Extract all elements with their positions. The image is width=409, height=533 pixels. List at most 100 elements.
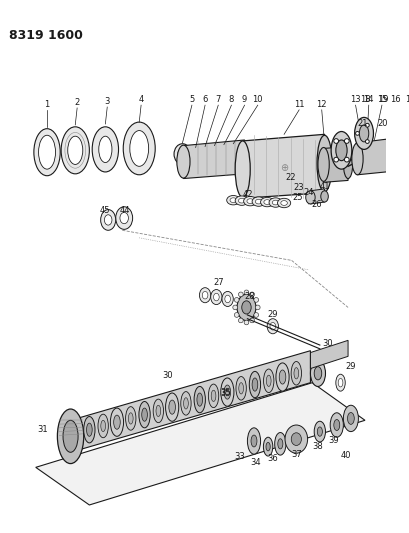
Circle shape <box>249 318 254 323</box>
Circle shape <box>344 157 348 162</box>
Text: 37: 37 <box>290 450 301 459</box>
Ellipse shape <box>230 152 235 161</box>
Text: 28: 28 <box>243 292 254 301</box>
Text: 35: 35 <box>220 387 231 397</box>
Text: 11: 11 <box>293 100 303 109</box>
Text: ⊕: ⊕ <box>279 163 288 173</box>
Ellipse shape <box>330 132 351 169</box>
Ellipse shape <box>274 433 285 455</box>
Ellipse shape <box>376 143 384 161</box>
Ellipse shape <box>241 301 251 314</box>
Ellipse shape <box>223 385 230 399</box>
Ellipse shape <box>249 372 260 398</box>
Ellipse shape <box>263 200 270 205</box>
Ellipse shape <box>63 421 78 453</box>
Ellipse shape <box>113 415 120 429</box>
Text: 14: 14 <box>363 95 373 104</box>
Ellipse shape <box>252 197 265 206</box>
Text: 10: 10 <box>252 95 262 104</box>
Ellipse shape <box>371 144 376 161</box>
Ellipse shape <box>313 367 321 380</box>
Ellipse shape <box>208 384 218 408</box>
Ellipse shape <box>267 319 278 334</box>
Text: 8: 8 <box>228 95 234 104</box>
Circle shape <box>355 132 358 135</box>
Ellipse shape <box>236 376 246 400</box>
Ellipse shape <box>99 136 112 163</box>
Text: 8319 1600: 8319 1600 <box>9 29 83 42</box>
Text: 9: 9 <box>241 95 247 104</box>
Ellipse shape <box>101 209 115 230</box>
Text: 33: 33 <box>234 451 245 461</box>
Ellipse shape <box>213 293 219 301</box>
Text: 16: 16 <box>389 95 400 104</box>
Ellipse shape <box>128 413 133 424</box>
Ellipse shape <box>305 191 315 204</box>
Text: 24: 24 <box>303 188 313 197</box>
Ellipse shape <box>389 140 400 172</box>
Text: 5: 5 <box>189 95 194 104</box>
Ellipse shape <box>229 198 236 203</box>
Ellipse shape <box>61 127 89 174</box>
Ellipse shape <box>237 141 251 174</box>
Circle shape <box>243 320 248 325</box>
Ellipse shape <box>316 135 331 192</box>
Ellipse shape <box>246 199 253 204</box>
Ellipse shape <box>101 421 105 432</box>
Text: 12: 12 <box>316 100 326 109</box>
Ellipse shape <box>123 122 155 175</box>
Text: 22: 22 <box>285 173 295 182</box>
Circle shape <box>333 139 338 143</box>
Ellipse shape <box>83 417 95 443</box>
Ellipse shape <box>275 363 288 391</box>
Ellipse shape <box>67 136 83 165</box>
Circle shape <box>234 297 238 302</box>
Text: 20: 20 <box>377 119 387 128</box>
Text: 2: 2 <box>74 98 80 107</box>
Ellipse shape <box>86 423 92 437</box>
Text: 35: 35 <box>220 390 231 399</box>
Ellipse shape <box>290 361 301 385</box>
Ellipse shape <box>354 117 373 149</box>
Ellipse shape <box>393 146 396 155</box>
Ellipse shape <box>238 198 245 203</box>
Ellipse shape <box>243 197 256 206</box>
Text: 36: 36 <box>267 454 277 463</box>
Ellipse shape <box>219 148 228 165</box>
Ellipse shape <box>372 150 375 157</box>
Ellipse shape <box>387 148 389 154</box>
Ellipse shape <box>317 148 328 181</box>
Ellipse shape <box>169 400 175 414</box>
Ellipse shape <box>260 197 273 207</box>
Text: 7: 7 <box>215 95 220 104</box>
Ellipse shape <box>139 401 150 428</box>
Ellipse shape <box>173 144 191 165</box>
Ellipse shape <box>178 148 187 160</box>
Ellipse shape <box>228 148 237 165</box>
Text: 39: 39 <box>328 435 338 445</box>
Ellipse shape <box>200 148 209 165</box>
Polygon shape <box>323 147 347 182</box>
Ellipse shape <box>34 128 60 176</box>
Text: 25: 25 <box>291 193 302 202</box>
Ellipse shape <box>263 369 273 393</box>
Text: 3: 3 <box>104 97 110 106</box>
Text: 45: 45 <box>100 206 110 215</box>
Ellipse shape <box>310 360 325 386</box>
Circle shape <box>364 140 369 143</box>
Text: 19: 19 <box>377 95 387 104</box>
Text: 34: 34 <box>250 458 261 467</box>
Ellipse shape <box>272 200 278 205</box>
Ellipse shape <box>235 196 248 205</box>
Ellipse shape <box>329 413 342 437</box>
Ellipse shape <box>385 144 390 159</box>
Ellipse shape <box>279 370 285 384</box>
Text: 29: 29 <box>267 310 277 319</box>
Polygon shape <box>310 341 347 368</box>
Text: 38: 38 <box>312 442 323 451</box>
Ellipse shape <box>191 148 200 165</box>
Polygon shape <box>70 351 310 453</box>
Ellipse shape <box>284 425 307 453</box>
Ellipse shape <box>125 407 136 430</box>
Ellipse shape <box>110 408 123 437</box>
